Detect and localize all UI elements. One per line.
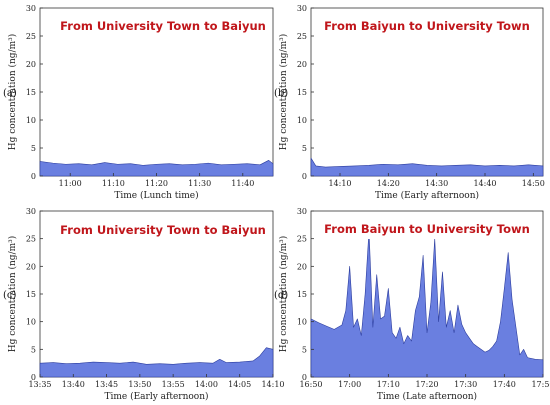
y-tick-label: 5 [31,144,36,153]
y-tick-label: 20 [297,60,307,69]
y-tick-label: 10 [297,318,307,327]
chart-title-box [56,16,270,36]
x-tick-label: 14:05 [228,380,251,389]
x-tick-label: 13:45 [95,380,118,389]
y-tick-label: 20 [26,60,36,69]
y-axis-title: Hg concentration (ng/m³) [7,34,18,151]
x-tick-label: 17:30 [454,380,477,389]
x-tick-label: 13:50 [128,380,151,389]
chart-title: From Baiyun to University Town [324,222,530,236]
x-tick-label: 14:50 [522,179,545,188]
y-tick-label: 0 [302,373,307,382]
x-tick-label: 17:20 [415,380,438,389]
x-tick-label: 13:40 [62,380,85,389]
x-tick-label: 17:00 [338,380,361,389]
x-axis-title: Time (Early afternoon) [104,391,208,402]
chart-panel-1: 0 5 10 15 20 25 30 11:00 11:10 11:20 11:30 11:40 Tim… [3,4,274,201]
y-tick-label: 10 [297,116,307,125]
x-tick-label: 16:50 [299,380,322,389]
x-tick-label: 14:30 [425,179,448,188]
y-tick-label: 20 [297,262,307,271]
y-tick-label: 30 [297,4,307,13]
y-axis-title: Hg concentration (ng/m³) [278,236,289,353]
y-tick-label: 0 [31,373,36,382]
y-tick-label: 25 [26,235,36,244]
x-tick-label: 11:20 [145,179,168,188]
x-tick-label: 17:10 [377,380,400,389]
y-tick-label: 5 [31,345,36,354]
x-tick-label: 14:10 [328,179,351,188]
panel-label: (b) [274,88,288,99]
y-tick-label: 5 [302,345,307,354]
y-axis-title: Hg concentration (ng/m³) [278,34,289,151]
x-tick-label: 14:40 [473,179,496,188]
x-axis-title: Time (Late afternoon) [377,391,477,402]
panel-label: (d) [274,290,288,301]
y-tick-label: 15 [297,88,307,97]
hg-concentration-area [310,157,544,177]
y-tick-label: 20 [26,262,36,271]
panel-label: (c) [3,290,17,301]
hg-concentration-area [39,347,274,378]
hg-concentration-area [39,160,274,177]
x-tick-label: 11:30 [188,179,211,188]
y-tick-label: 10 [26,318,36,327]
y-tick-label: 15 [297,290,307,299]
x-tick-label: 11:10 [102,179,125,188]
chart-panel-3: 0 5 10 15 20 25 30 13:35 13:40 13:45 13:50 13:55 14:… [3,207,285,402]
y-tick-label: 10 [26,116,36,125]
hg-concentration-area [310,230,544,378]
chart-panel-4: 0 5 10 15 20 25 30 16:50 17:00 17:10 17:20 17:30 17:… [274,207,550,402]
x-tick-label: 14:20 [377,179,400,188]
y-axis-title: Hg concentration (ng/m³) [7,236,18,353]
x-tick-label: 13:55 [162,380,185,389]
y-tick-label: 25 [26,32,36,41]
x-tick-label: 13:35 [28,380,51,389]
x-tick-label: 11:00 [59,179,82,188]
y-tick-label: 15 [26,88,36,97]
x-axis-title: Time (Lunch time) [114,190,198,201]
x-tick-label: 14:10 [261,380,284,389]
x-axis-title: Time (Early afternoon) [375,190,479,201]
panel-label: (a) [3,88,17,99]
y-tick-label: 15 [26,290,36,299]
chart-title-box [327,219,527,239]
x-tick-label: 17:50 [531,380,550,389]
y-tick-label: 25 [297,32,307,41]
y-tick-label: 30 [297,207,307,216]
chart-title-box [56,220,270,240]
x-tick-label: 17:40 [493,380,516,389]
y-tick-label: 30 [26,207,36,216]
chart-title: From University Town to Baiyun [60,223,266,237]
x-tick-label: 14:00 [195,380,218,389]
y-tick-label: 30 [26,4,36,13]
chart-title: From Baiyun to University Town [324,19,530,33]
y-tick-label: 0 [302,172,307,181]
chart-panel-2: 0 5 10 15 20 25 30 14:10 14:20 14:30 14:40 14:50 Tim… [274,4,545,201]
y-tick-label: 0 [31,172,36,181]
y-tick-label: 5 [302,144,307,153]
chart-title-box [327,16,527,36]
chart-title: From University Town to Baiyun [60,19,266,33]
x-tick-label: 11:40 [231,179,254,188]
y-tick-label: 25 [297,235,307,244]
